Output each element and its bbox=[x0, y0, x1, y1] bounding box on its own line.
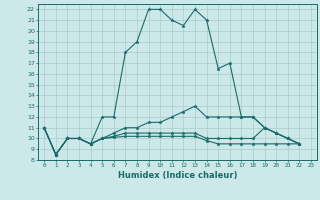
X-axis label: Humidex (Indice chaleur): Humidex (Indice chaleur) bbox=[118, 171, 237, 180]
